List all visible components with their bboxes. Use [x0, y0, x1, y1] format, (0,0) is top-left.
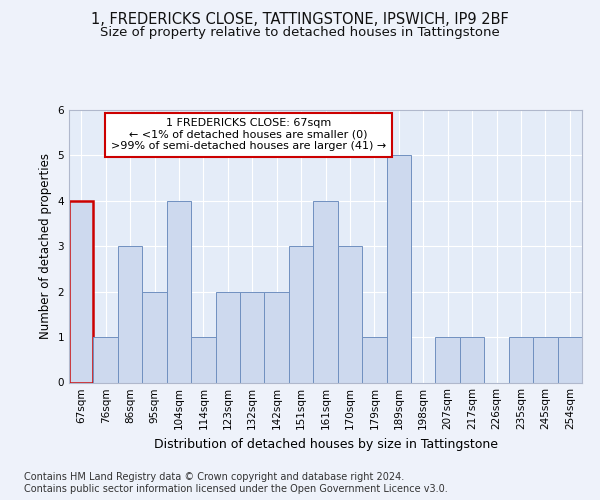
- Bar: [313, 201, 338, 382]
- Bar: [460, 337, 484, 382]
- Bar: [533, 337, 557, 382]
- Bar: [142, 292, 167, 382]
- Bar: [167, 201, 191, 382]
- X-axis label: Distribution of detached houses by size in Tattingstone: Distribution of detached houses by size …: [154, 438, 497, 451]
- Text: 1, FREDERICKS CLOSE, TATTINGSTONE, IPSWICH, IP9 2BF: 1, FREDERICKS CLOSE, TATTINGSTONE, IPSWI…: [91, 12, 509, 28]
- Bar: [118, 246, 142, 382]
- Bar: [69, 201, 94, 382]
- Text: 1 FREDERICKS CLOSE: 67sqm
← <1% of detached houses are smaller (0)
>99% of semi-: 1 FREDERICKS CLOSE: 67sqm ← <1% of detac…: [111, 118, 386, 152]
- Bar: [191, 337, 215, 382]
- Bar: [557, 337, 582, 382]
- Bar: [289, 246, 313, 382]
- Bar: [338, 246, 362, 382]
- Bar: [509, 337, 533, 382]
- Y-axis label: Number of detached properties: Number of detached properties: [39, 153, 52, 339]
- Bar: [215, 292, 240, 382]
- Text: Contains HM Land Registry data © Crown copyright and database right 2024.: Contains HM Land Registry data © Crown c…: [24, 472, 404, 482]
- Text: Size of property relative to detached houses in Tattingstone: Size of property relative to detached ho…: [100, 26, 500, 39]
- Bar: [386, 156, 411, 382]
- Bar: [362, 337, 386, 382]
- Bar: [436, 337, 460, 382]
- Text: Contains public sector information licensed under the Open Government Licence v3: Contains public sector information licen…: [24, 484, 448, 494]
- Bar: [94, 337, 118, 382]
- Bar: [240, 292, 265, 382]
- Bar: [265, 292, 289, 382]
